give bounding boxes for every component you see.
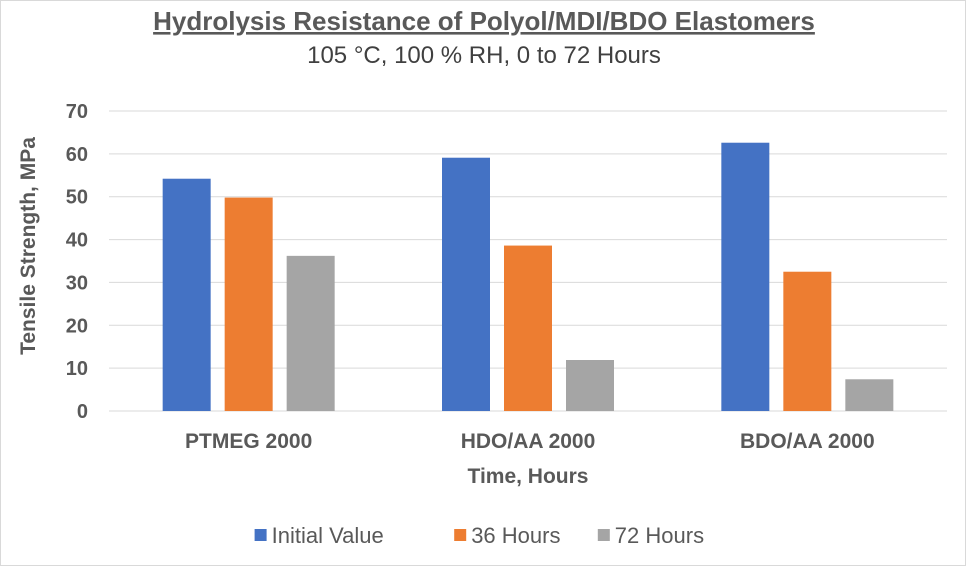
bar [286, 255, 335, 411]
legend-swatch [454, 529, 467, 541]
chart-subtitle: 105 °C, 100 % RH, 0 to 72 Hours [307, 42, 661, 69]
y-tick-label: 40 [66, 230, 88, 252]
chart-title: Hydrolysis Resistance of Polyol/MDI/BDO … [153, 6, 815, 36]
legend-swatch [597, 529, 610, 541]
bar [442, 157, 490, 411]
bar [783, 271, 832, 411]
bars [162, 142, 894, 411]
x-axis-categories: PTMEG 2000 HDO/AA 2000 BDO/AA 2000 [185, 430, 875, 453]
x-category-label: BDO/AA 2000 [740, 430, 875, 453]
bar [566, 360, 614, 411]
y-tick-label: 30 [66, 272, 88, 294]
bar [721, 142, 770, 411]
legend-label: Initial Value [272, 523, 384, 548]
bar [504, 245, 552, 411]
bar [162, 178, 211, 411]
legend-label: 72 Hours [615, 523, 704, 548]
y-tick-label: 0 [77, 401, 88, 423]
legend-swatch [254, 529, 267, 541]
x-category-label: PTMEG 2000 [185, 430, 312, 453]
bar [224, 197, 273, 411]
legend-label: 36 Hours [471, 523, 560, 548]
y-tick-label: 50 [66, 187, 88, 209]
y-tick-label: 70 [66, 101, 88, 123]
y-axis-title: Tensile Strength, MPa [17, 137, 40, 355]
y-tick-label: 20 [66, 315, 88, 337]
x-axis-title: Time, Hours [468, 465, 589, 488]
y-axis-ticks: 0 10 20 30 40 50 60 70 [66, 101, 88, 423]
x-category-label: HDO/AA 2000 [461, 430, 596, 453]
y-tick-label: 60 [66, 144, 88, 166]
y-tick-label: 10 [66, 358, 88, 380]
legend: Initial Value 36 Hours 72 Hours [254, 523, 704, 548]
bar [845, 379, 894, 411]
